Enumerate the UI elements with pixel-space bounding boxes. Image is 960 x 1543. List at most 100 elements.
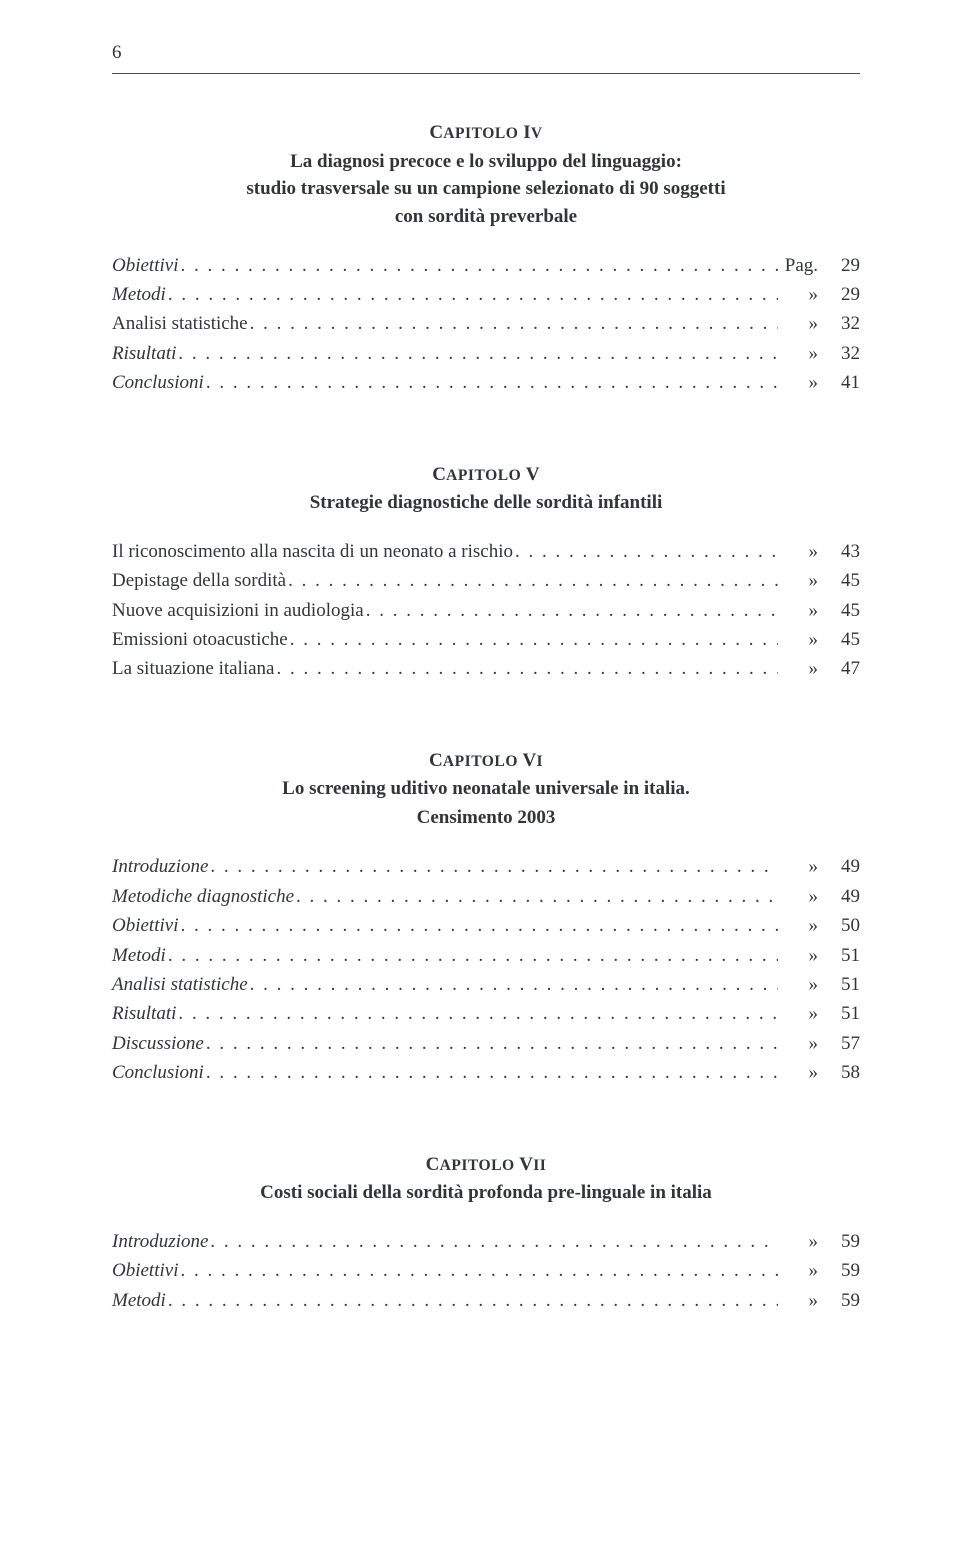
toc-page-number: 58: [824, 1058, 860, 1087]
chapter-label: CAPITOLO IV: [112, 118, 860, 147]
toc-leader-dots: [208, 852, 778, 881]
chapter-title-line: Lo screening uditivo neonatale universal…: [112, 775, 860, 803]
toc-leader-dots: [176, 999, 778, 1028]
toc-list: Il riconoscimento alla nascita di un neo…: [112, 537, 860, 684]
chapter-title-line: Strategie diagnostiche delle sordità inf…: [112, 489, 860, 517]
toc-page-number: 43: [824, 537, 860, 566]
toc-list: Introduzione »59Obiettivi »59Metodi »59: [112, 1227, 860, 1315]
toc-page-number: 51: [824, 999, 860, 1028]
chapter-title-line: con sordità preverbale: [112, 203, 860, 231]
toc-page-number: 59: [824, 1286, 860, 1315]
toc-page-symbol: »: [778, 1058, 824, 1087]
toc-page-symbol: »: [778, 280, 824, 309]
toc-entry-label: Analisi statistiche: [112, 309, 248, 338]
toc-leader-dots: [288, 625, 778, 654]
toc-list: Introduzione »49Metodiche diagnostiche »…: [112, 852, 860, 1088]
toc-page-number: 59: [824, 1256, 860, 1285]
toc-entry-label: Discussione: [112, 1029, 204, 1058]
chapter-title-line: studio trasversale su un campione selezi…: [112, 175, 860, 203]
chapter-title-line: Costi sociali della sordità profonda pre…: [112, 1179, 860, 1207]
toc-row: Metodi »29: [112, 280, 860, 309]
toc-page-symbol: »: [778, 941, 824, 970]
toc-entry-label: Conclusioni: [112, 1058, 204, 1087]
chapter-heading: CAPITOLO IVLa diagnosi precoce e lo svil…: [112, 118, 860, 230]
toc-page-number: 49: [824, 852, 860, 881]
toc-leader-dots: [208, 1227, 778, 1256]
toc-page-number: 32: [824, 309, 860, 338]
toc-page-number: 32: [824, 339, 860, 368]
toc-row: Conclusioni »41: [112, 368, 860, 397]
toc-page-symbol: »: [778, 566, 824, 595]
toc-page-number: 47: [824, 654, 860, 683]
chapter-subtitle: Censimento 2003: [112, 803, 860, 832]
chapter-title-line: La diagnosi precoce e lo sviluppo del li…: [112, 148, 860, 176]
toc-leader-dots: [166, 1286, 778, 1315]
toc-leader-dots: [166, 941, 778, 970]
toc-page-symbol: »: [778, 309, 824, 338]
toc-page-number: 57: [824, 1029, 860, 1058]
toc-leader-dots: [176, 339, 778, 368]
toc-leader-dots: [274, 654, 778, 683]
toc-page-symbol: »: [778, 596, 824, 625]
toc-page-symbol: »: [778, 852, 824, 881]
toc-row: Conclusioni »58: [112, 1058, 860, 1087]
toc-row: Analisi statistiche »51: [112, 970, 860, 999]
toc-leader-dots: [248, 970, 778, 999]
toc-row: Introduzione »59: [112, 1227, 860, 1256]
toc-row: Analisi statistiche »32: [112, 309, 860, 338]
toc-entry-label: La situazione italiana: [112, 654, 274, 683]
toc-row: Metodiche diagnostiche »49: [112, 882, 860, 911]
toc-entry-label: Metodi: [112, 280, 166, 309]
toc-leader-dots: [364, 596, 778, 625]
toc-leader-dots: [248, 309, 778, 338]
toc-page-number: 45: [824, 566, 860, 595]
toc-entry-label: Nuove acquisizioni in audiologia: [112, 596, 364, 625]
toc-page-number: 59: [824, 1227, 860, 1256]
toc-page-symbol: »: [778, 368, 824, 397]
toc-entry-label: Il riconoscimento alla nascita di un neo…: [112, 537, 513, 566]
toc-row: Obiettivi Pag.29: [112, 251, 860, 280]
toc-page-symbol: »: [778, 654, 824, 683]
toc-list: Obiettivi Pag.29Metodi »29Analisi statis…: [112, 251, 860, 398]
toc-row: Introduzione »49: [112, 852, 860, 881]
toc-entry-label: Risultati: [112, 339, 176, 368]
toc-content: CAPITOLO IVLa diagnosi precoce e lo svil…: [112, 118, 860, 1315]
chapter-heading: CAPITOLO VIICosti sociali della sordità …: [112, 1150, 860, 1207]
toc-entry-label: Metodi: [112, 1286, 166, 1315]
toc-page-symbol: »: [778, 1227, 824, 1256]
toc-entry-label: Metodi: [112, 941, 166, 970]
toc-page-symbol: »: [778, 537, 824, 566]
toc-entry-label: Introduzione: [112, 1227, 208, 1256]
toc-entry-label: Obiettivi: [112, 251, 178, 280]
toc-entry-label: Introduzione: [112, 852, 208, 881]
toc-row: Metodi »51: [112, 941, 860, 970]
chapter-label: CAPITOLO VI: [112, 746, 860, 775]
toc-entry-label: Risultati: [112, 999, 176, 1028]
toc-row: Il riconoscimento alla nascita di un neo…: [112, 537, 860, 566]
toc-leader-dots: [204, 368, 778, 397]
toc-page-symbol: »: [778, 882, 824, 911]
toc-entry-label: Obiettivi: [112, 911, 178, 940]
toc-page-number: 49: [824, 882, 860, 911]
toc-leader-dots: [178, 251, 778, 280]
toc-row: La situazione italiana »47: [112, 654, 860, 683]
toc-row: Depistage della sordità »45: [112, 566, 860, 595]
chapter-label: CAPITOLO VII: [112, 1150, 860, 1179]
toc-row: Obiettivi »59: [112, 1256, 860, 1285]
toc-page-symbol: »: [778, 625, 824, 654]
toc-page-symbol: »: [778, 999, 824, 1028]
toc-leader-dots: [178, 1256, 778, 1285]
header-rule: [112, 73, 860, 74]
chapter-label: CAPITOLO V: [112, 460, 860, 489]
toc-page-number: 50: [824, 911, 860, 940]
toc-leader-dots: [294, 882, 778, 911]
toc-page-symbol: »: [778, 970, 824, 999]
toc-page-symbol: Pag.: [778, 251, 824, 280]
toc-entry-label: Metodiche diagnostiche: [112, 882, 294, 911]
toc-page-number: 51: [824, 970, 860, 999]
toc-leader-dots: [513, 537, 778, 566]
toc-leader-dots: [286, 566, 778, 595]
toc-leader-dots: [204, 1058, 778, 1087]
toc-row: Obiettivi »50: [112, 911, 860, 940]
toc-page-symbol: »: [778, 1256, 824, 1285]
